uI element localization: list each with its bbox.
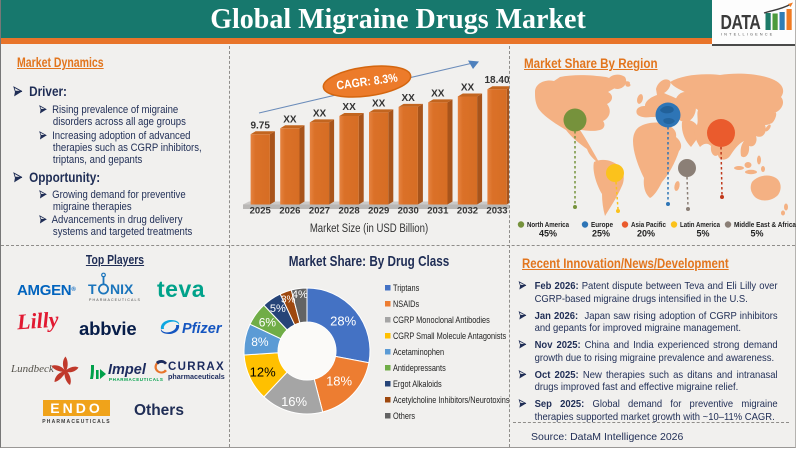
svg-text:16%: 16%	[281, 394, 307, 409]
svg-text:XX: XX	[283, 114, 297, 125]
svg-text:NIX: NIX	[110, 281, 134, 297]
svg-text:CGRP Monoclonal Antibodies: CGRP Monoclonal Antibodies	[393, 314, 490, 325]
svg-text:INTELLIGENCE: INTELLIGENCE	[721, 32, 774, 37]
svg-text:Antidepressants: Antidepressants	[393, 362, 446, 373]
svg-text:2029: 2029	[368, 206, 389, 217]
svg-text:18.40: 18.40	[484, 75, 509, 86]
svg-text:Asia Pacific: Asia Pacific	[631, 220, 666, 229]
svg-text:5%: 5%	[696, 228, 709, 238]
svg-text:5%: 5%	[270, 303, 286, 315]
svg-text:6%: 6%	[259, 315, 277, 329]
svg-text:XX: XX	[431, 88, 445, 99]
svg-text:28%: 28%	[330, 314, 356, 329]
svg-text:2026: 2026	[279, 206, 300, 217]
svg-text:Market Size (in USD Billion): Market Size (in USD Billion)	[310, 222, 428, 235]
svg-text:XX: XX	[342, 102, 356, 113]
svg-text:Europe: Europe	[591, 220, 613, 229]
svg-text:Ergot Alkaloids: Ergot Alkaloids	[393, 378, 442, 389]
svg-text:2028: 2028	[339, 206, 360, 217]
svg-text:XX: XX	[402, 93, 416, 104]
svg-text:9.75: 9.75	[250, 120, 270, 131]
svg-text:18%: 18%	[326, 374, 352, 389]
svg-text:XX: XX	[461, 83, 475, 94]
svg-text:20%: 20%	[637, 228, 655, 238]
svg-text:5%: 5%	[750, 228, 763, 238]
svg-text:CGRP Small Molecule Antagonist: CGRP Small Molecule Antagonists	[393, 330, 506, 341]
svg-text:2031: 2031	[427, 206, 449, 217]
svg-text:2030: 2030	[398, 206, 419, 217]
svg-text:2025: 2025	[250, 206, 272, 217]
svg-text:PHARMACEUTICALS: PHARMACEUTICALS	[89, 298, 141, 302]
svg-text:Acetaminophen: Acetaminophen	[393, 346, 444, 357]
svg-text:T: T	[88, 281, 97, 297]
svg-text:2027: 2027	[309, 206, 330, 217]
svg-text:Others: Others	[393, 410, 415, 421]
svg-text:45%: 45%	[539, 228, 557, 238]
svg-text:Middle East & Africa: Middle East & Africa	[734, 220, 797, 229]
svg-text:Triptans: Triptans	[393, 282, 419, 293]
svg-text:DATA: DATA	[721, 11, 761, 33]
svg-text:Latin America: Latin America	[680, 220, 721, 229]
svg-text:North America: North America	[527, 220, 570, 229]
svg-text:8%: 8%	[251, 335, 269, 349]
svg-text:2033: 2033	[486, 206, 507, 217]
svg-text:2032: 2032	[457, 206, 478, 217]
svg-text:XX: XX	[313, 108, 327, 119]
svg-text:25%: 25%	[592, 228, 610, 238]
svg-text:4%: 4%	[292, 289, 308, 301]
svg-text:XX: XX	[372, 98, 386, 109]
svg-text:NSAIDs: NSAIDs	[393, 298, 419, 309]
svg-text:12%: 12%	[250, 364, 276, 379]
svg-text:3%: 3%	[281, 294, 296, 305]
svg-text:Acetylcholine Inhibitors/Neuro: Acetylcholine Inhibitors/Neurotoxins	[393, 394, 509, 405]
